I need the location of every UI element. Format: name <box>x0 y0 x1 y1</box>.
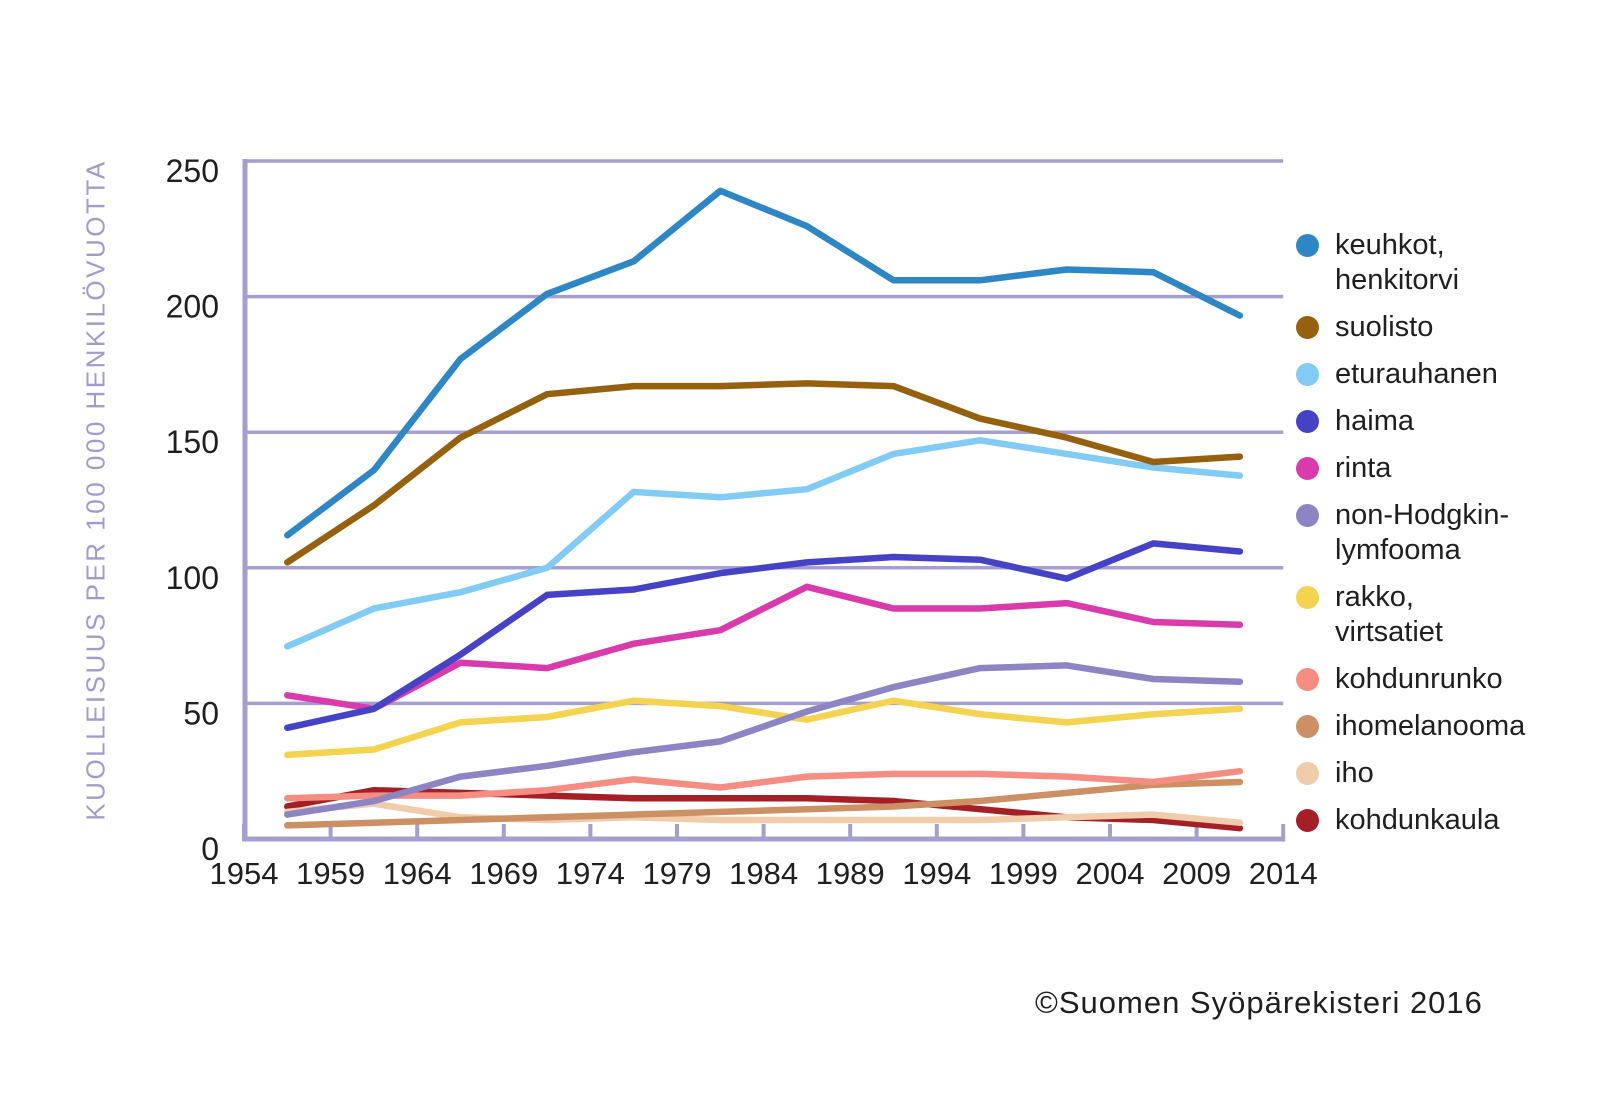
series-line-haima <box>284 540 1244 732</box>
x-tick-label-2004: 2004 <box>1076 856 1145 891</box>
legend-label-iho: iho <box>1335 757 1374 789</box>
legend-label-haima: haima <box>1335 405 1414 437</box>
y-tick-label-200: 200 <box>166 289 219 325</box>
legend-item-non-hodgkin-lymfooma: non-Hodgkin- lymfooma <box>1296 498 1525 568</box>
legend-dot-eturauhanen <box>1296 363 1319 386</box>
x-tick-label-1984: 1984 <box>729 856 798 891</box>
legend-item-haima: haima <box>1296 404 1525 439</box>
legend-dot-suolisto <box>1296 316 1319 339</box>
legend-item-iho: iho <box>1296 756 1525 791</box>
legend-label-suolisto: suolisto <box>1335 311 1434 343</box>
legend-item-kohdunrunko: kohdunrunko <box>1296 662 1525 697</box>
legend-item-rakko-virtsatiet: rakko, virtsatiet <box>1296 580 1525 650</box>
legend-label-rakko-virtsatiet: rakko, virtsatiet <box>1335 581 1443 648</box>
legend-dot-non-hodgkin-lymfooma <box>1296 504 1319 527</box>
legend-label-kohdunkaula: kohdunkaula <box>1335 804 1500 836</box>
y-tick-label-100: 100 <box>166 560 219 596</box>
legend-dot-keuhkot-henkitorvi <box>1296 234 1319 257</box>
legend-label-keuhkot-henkitorvi: keuhkot, henkitorvi <box>1335 229 1460 296</box>
series-line-ihomelanooma <box>284 778 1244 829</box>
x-tick-label-1994: 1994 <box>902 856 971 891</box>
y-tick-label-150: 150 <box>166 424 219 460</box>
legend-dot-kohdunrunko <box>1296 668 1319 691</box>
x-tick-label-1989: 1989 <box>816 856 885 891</box>
legend-item-rinta: rinta <box>1296 451 1525 486</box>
x-tick-label-2009: 2009 <box>1162 856 1231 891</box>
x-tick-label-1999: 1999 <box>989 856 1058 891</box>
legend-dot-haima <box>1296 410 1319 433</box>
legend-item-keuhkot-henkitorvi: keuhkot, henkitorvi <box>1296 228 1525 298</box>
x-tick-label-1964: 1964 <box>383 856 452 891</box>
y-tick-label-250: 250 <box>166 153 219 189</box>
series-line-suolisto <box>284 380 1244 566</box>
series-line-keuhkot-henkitorvi <box>284 187 1244 539</box>
series-line-rinta <box>284 583 1244 713</box>
legend-item-kohdunkaula: kohdunkaula <box>1296 803 1525 838</box>
y-tick-label-50: 50 <box>183 695 219 731</box>
y-tick-label-0: 0 <box>201 831 219 867</box>
legend-label-non-hodgkin-lymfooma: non-Hodgkin- lymfooma <box>1335 499 1510 566</box>
legend-item-eturauhanen: eturauhanen <box>1296 357 1525 392</box>
legend-dot-iho <box>1296 762 1319 785</box>
x-tick-label-1969: 1969 <box>469 856 538 891</box>
series-line-iho <box>284 800 1244 826</box>
x-tick-label-2014: 2014 <box>1249 856 1318 891</box>
series-line-non-hodgkin-lymfooma <box>284 662 1244 818</box>
series-line-eturauhanen <box>284 437 1244 650</box>
legend-label-ihomelanooma: ihomelanooma <box>1335 710 1526 742</box>
legend-item-ihomelanooma: ihomelanooma <box>1296 709 1525 744</box>
legend-label-eturauhanen: eturauhanen <box>1335 358 1498 390</box>
x-tick-label-1954: 1954 <box>210 856 279 891</box>
legend-item-suolisto: suolisto <box>1296 310 1525 345</box>
y-axis-title: KUOLLEISUUS PER 100 000 HENKILÖVUOTTA <box>80 159 111 821</box>
x-tick-label-1974: 1974 <box>556 856 625 891</box>
series-line-kohdunrunko <box>284 767 1244 802</box>
x-tick-label-1959: 1959 <box>296 856 365 891</box>
legend-dot-rinta <box>1296 457 1319 480</box>
legend-dot-ihomelanooma <box>1296 715 1319 738</box>
x-tick-label-1979: 1979 <box>643 856 712 891</box>
legend-dot-rakko-virtsatiet <box>1296 586 1319 609</box>
legend-label-rinta: rinta <box>1335 452 1392 484</box>
series-line-rakko-virtsatiet <box>284 697 1244 759</box>
legend-label-kohdunrunko: kohdunrunko <box>1335 663 1503 695</box>
legend-dot-kohdunkaula <box>1296 809 1319 832</box>
legend: keuhkot, henkitorvi suolisto eturauhanen ha… <box>1296 228 1525 850</box>
copyright: ©Suomen Syöpärekisteri 2016 <box>1035 985 1483 1020</box>
